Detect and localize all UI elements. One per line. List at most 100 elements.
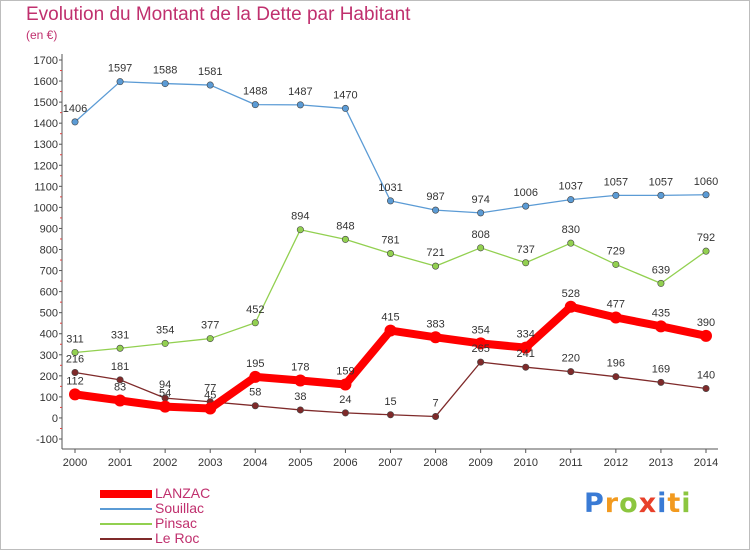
legend-label-lanzac: LANZAC [155,485,211,501]
data-label-pinsac: 792 [697,232,715,244]
legend-swatch-le-roc [100,538,152,540]
chart-subtitle: (en €) [26,28,58,42]
logo-letter: x [638,488,658,519]
data-label-pinsac: 894 [291,211,309,223]
data-label-le-roc: 181 [111,361,129,373]
data-label-le-roc: 77 [204,383,216,395]
y-tick-label: 700 [40,266,58,278]
y-tick-label: 600 [40,287,58,299]
data-point-souillac [71,118,79,126]
data-point-le-roc [386,411,394,419]
data-point-souillac [386,197,394,205]
data-label-le-roc: 58 [249,387,261,399]
data-label-souillac: 1588 [153,65,177,77]
data-label-le-roc: 216 [66,353,84,365]
data-label-le-roc: 94 [159,379,171,391]
data-point-souillac [567,196,575,204]
y-tick-label: 400 [40,329,58,341]
y-tick-label: 1200 [34,160,58,172]
x-tick-label: 2004 [243,457,267,469]
data-point-pinsac [477,244,485,252]
data-point-lanzac [294,374,307,387]
x-tick-label: 2008 [423,457,447,469]
data-point-lanzac [339,378,352,391]
data-label-le-roc: 24 [339,394,351,406]
data-point-souillac [477,209,485,217]
data-label-lanzac: 45 [204,389,216,401]
legend-label-pinsac: Pinsac [155,515,198,531]
data-point-le-roc [251,402,259,410]
logo-letter: i [657,488,668,519]
x-tick-label: 2011 [559,457,583,469]
data-point-souillac [206,81,214,89]
data-label-lanzac: 112 [66,375,84,387]
data-point-pinsac [522,259,530,267]
logo-letter: P [584,488,605,519]
legend-swatch-pinsac [100,523,152,525]
data-label-le-roc: 38 [294,391,306,403]
data-point-lanzac [204,402,217,415]
data-point-lanzac [564,300,577,313]
data-label-le-roc: 140 [697,369,715,381]
data-label-souillac: 1037 [559,181,583,193]
data-label-lanzac: 159 [336,365,354,377]
data-point-pinsac [251,319,259,327]
data-label-lanzac: 390 [697,317,715,329]
data-label-pinsac: 781 [381,235,399,247]
data-label-souillac: 1057 [649,176,673,188]
data-label-souillac: 1487 [288,86,312,98]
data-point-souillac [702,191,710,199]
y-tick-label: 1700 [34,55,58,67]
data-label-pinsac: 639 [652,264,670,276]
data-point-pinsac [116,344,124,352]
y-tick-label: 800 [40,245,58,257]
y-tick-label: 1500 [34,97,58,109]
data-label-pinsac: 848 [336,220,354,232]
data-point-lanzac [700,329,712,342]
data-label-lanzac: 195 [246,358,264,370]
data-label-lanzac: 415 [381,312,399,324]
x-tick-label: 2010 [513,457,537,469]
data-label-le-roc: 15 [384,396,396,408]
data-label-lanzac: 334 [517,329,535,341]
data-point-le-roc [477,358,485,366]
y-tick-label: 900 [40,223,58,235]
data-point-le-roc [71,368,79,376]
data-point-le-roc [657,378,665,386]
data-label-souillac: 1597 [108,63,132,75]
x-tick-label: 2013 [649,457,673,469]
data-point-lanzac [69,388,81,401]
data-point-le-roc [296,406,304,414]
y-tick-label: -100 [36,434,58,446]
logo-letter: i [681,488,692,519]
data-point-lanzac [249,370,262,383]
data-label-lanzac: 354 [471,324,489,336]
data-point-le-roc [116,376,124,384]
logo-letter: o [619,488,639,519]
data-label-lanzac: 178 [291,361,309,373]
legend-swatch-souillac [100,508,152,510]
data-label-souillac: 1406 [63,103,87,115]
data-point-pinsac [612,260,620,268]
data-label-pinsac: 721 [426,247,444,259]
data-point-souillac [341,104,349,112]
data-label-souillac: 1057 [604,176,628,188]
data-label-souillac: 1060 [694,176,718,188]
data-point-souillac [612,191,620,199]
data-point-pinsac [567,239,575,247]
y-tick-label: 300 [40,350,58,362]
data-point-souillac [296,101,304,109]
data-point-lanzac [609,311,622,324]
y-tick-label: 1400 [34,118,58,130]
data-point-lanzac [384,324,397,337]
data-point-pinsac [432,262,440,270]
proxiti-logo: Proxiti [584,488,692,519]
data-point-le-roc [702,384,710,392]
x-tick-label: 2005 [288,457,312,469]
data-point-souillac [116,78,124,86]
x-tick-label: 2009 [468,457,492,469]
data-point-lanzac [654,320,667,333]
y-tick-label: 200 [40,371,58,383]
data-point-pinsac [386,250,394,258]
y-tick-label: 1000 [34,202,58,214]
